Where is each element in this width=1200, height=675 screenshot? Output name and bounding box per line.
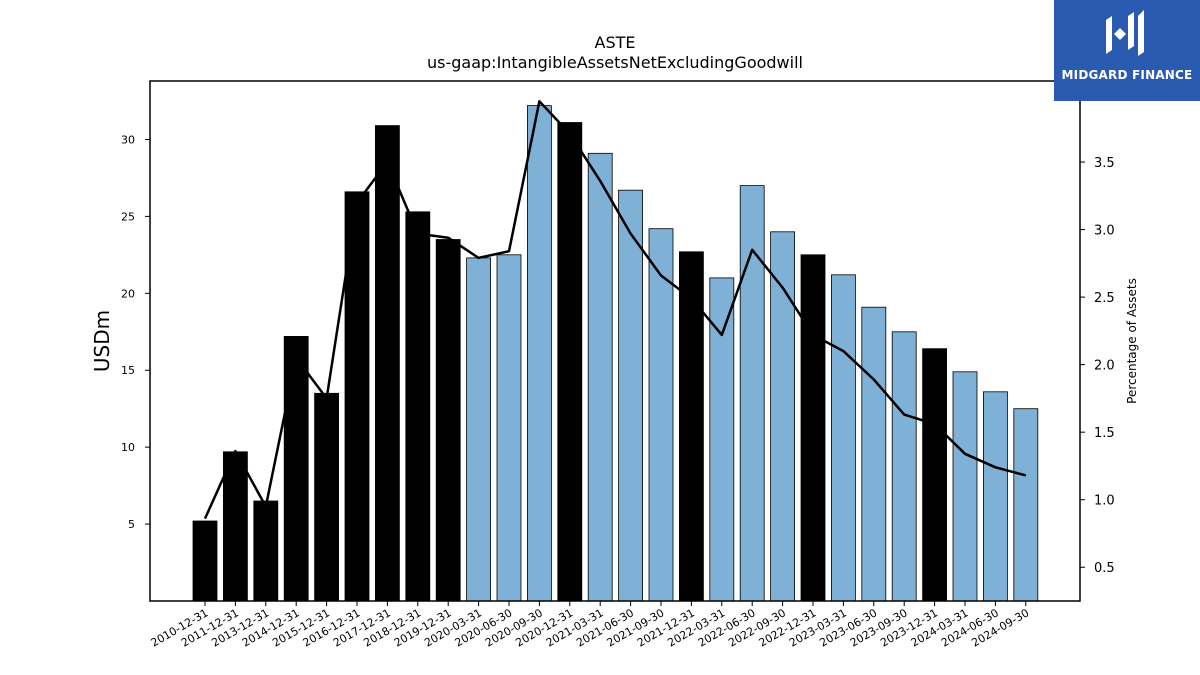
bar-2023-06-30 — [861, 306, 887, 602]
bar-2015-12-31 — [314, 392, 340, 602]
y2-tick-label: 1.5 — [1094, 426, 1115, 441]
y-axis-right: 0.5 1.0 1.5 2.0 2.5 3.0 3.5 — [1080, 156, 1115, 576]
y2-tick-label: 3.5 — [1094, 156, 1115, 171]
y2-axis-label: Percentage of Assets — [1125, 278, 1139, 404]
midgard-logo: MIDGARD FINANCE — [1054, 0, 1200, 101]
bar-2018-12-31 — [405, 211, 431, 602]
bar-2014-12-31 — [283, 335, 309, 602]
bar-2021-12-31 — [679, 251, 704, 602]
y-tick-label: 20 — [121, 287, 135, 300]
bar-2021-09-30 — [648, 228, 674, 602]
brand-name: MIDGARD FINANCE — [1061, 68, 1193, 82]
bar-2013-12-31 — [253, 500, 279, 602]
y-tick-label: 5 — [128, 518, 135, 531]
bar-2021-06-30 — [618, 189, 643, 602]
bar-2024-09-30 — [1013, 408, 1039, 602]
y2-tick-label: 2.0 — [1094, 359, 1115, 374]
bar-2020-03-31 — [466, 257, 492, 602]
bar-2020-12-31 — [557, 122, 583, 602]
bar-2019-12-31 — [435, 239, 461, 602]
bar-2022-06-30 — [739, 185, 765, 602]
y-axis-left: 5 10 15 20 25 30 — [121, 133, 150, 531]
bar-2010-12-31 — [192, 520, 218, 602]
y-axis-label: USDm — [90, 310, 114, 372]
y2-tick-label: 1.0 — [1094, 494, 1115, 509]
y2-tick-label: 3.0 — [1094, 224, 1115, 239]
x-axis: 2010-12-312011-12-312013-12-312014-12-31… — [149, 601, 1031, 650]
bar-2020-06-30 — [496, 254, 522, 602]
bar-2020-09-30 — [527, 105, 552, 602]
chart-subtitle: us-gaap:IntangibleAssetsNetExcludingGood… — [427, 53, 803, 72]
midgard-logo-icon — [1106, 10, 1144, 56]
bar-2024-06-30 — [983, 391, 1008, 602]
bar-2021-03-31 — [587, 152, 613, 602]
percentage-line — [203, 100, 1027, 520]
y2-tick-label: 0.5 — [1094, 561, 1115, 576]
plot-frame — [149, 80, 1081, 602]
y2-tick-label: 2.5 — [1094, 291, 1115, 306]
line-group — [203, 100, 1027, 520]
bar-2023-03-31 — [831, 274, 856, 602]
bar-2024-03-31 — [952, 371, 978, 602]
bar-2022-12-31 — [800, 254, 826, 602]
chart-title: ASTE — [595, 33, 636, 52]
bar-2023-09-30 — [891, 331, 917, 602]
bar-2022-09-30 — [770, 231, 795, 602]
y-tick-label: 10 — [121, 441, 135, 454]
bar-2011-12-31 — [222, 451, 248, 602]
y-tick-label: 25 — [121, 210, 135, 223]
bar-2017-12-31 — [374, 125, 400, 602]
y-tick-label: 15 — [121, 364, 135, 377]
y-tick-label: 30 — [121, 133, 135, 146]
bars-group — [192, 105, 1039, 602]
bar-2023-12-31 — [922, 348, 947, 602]
